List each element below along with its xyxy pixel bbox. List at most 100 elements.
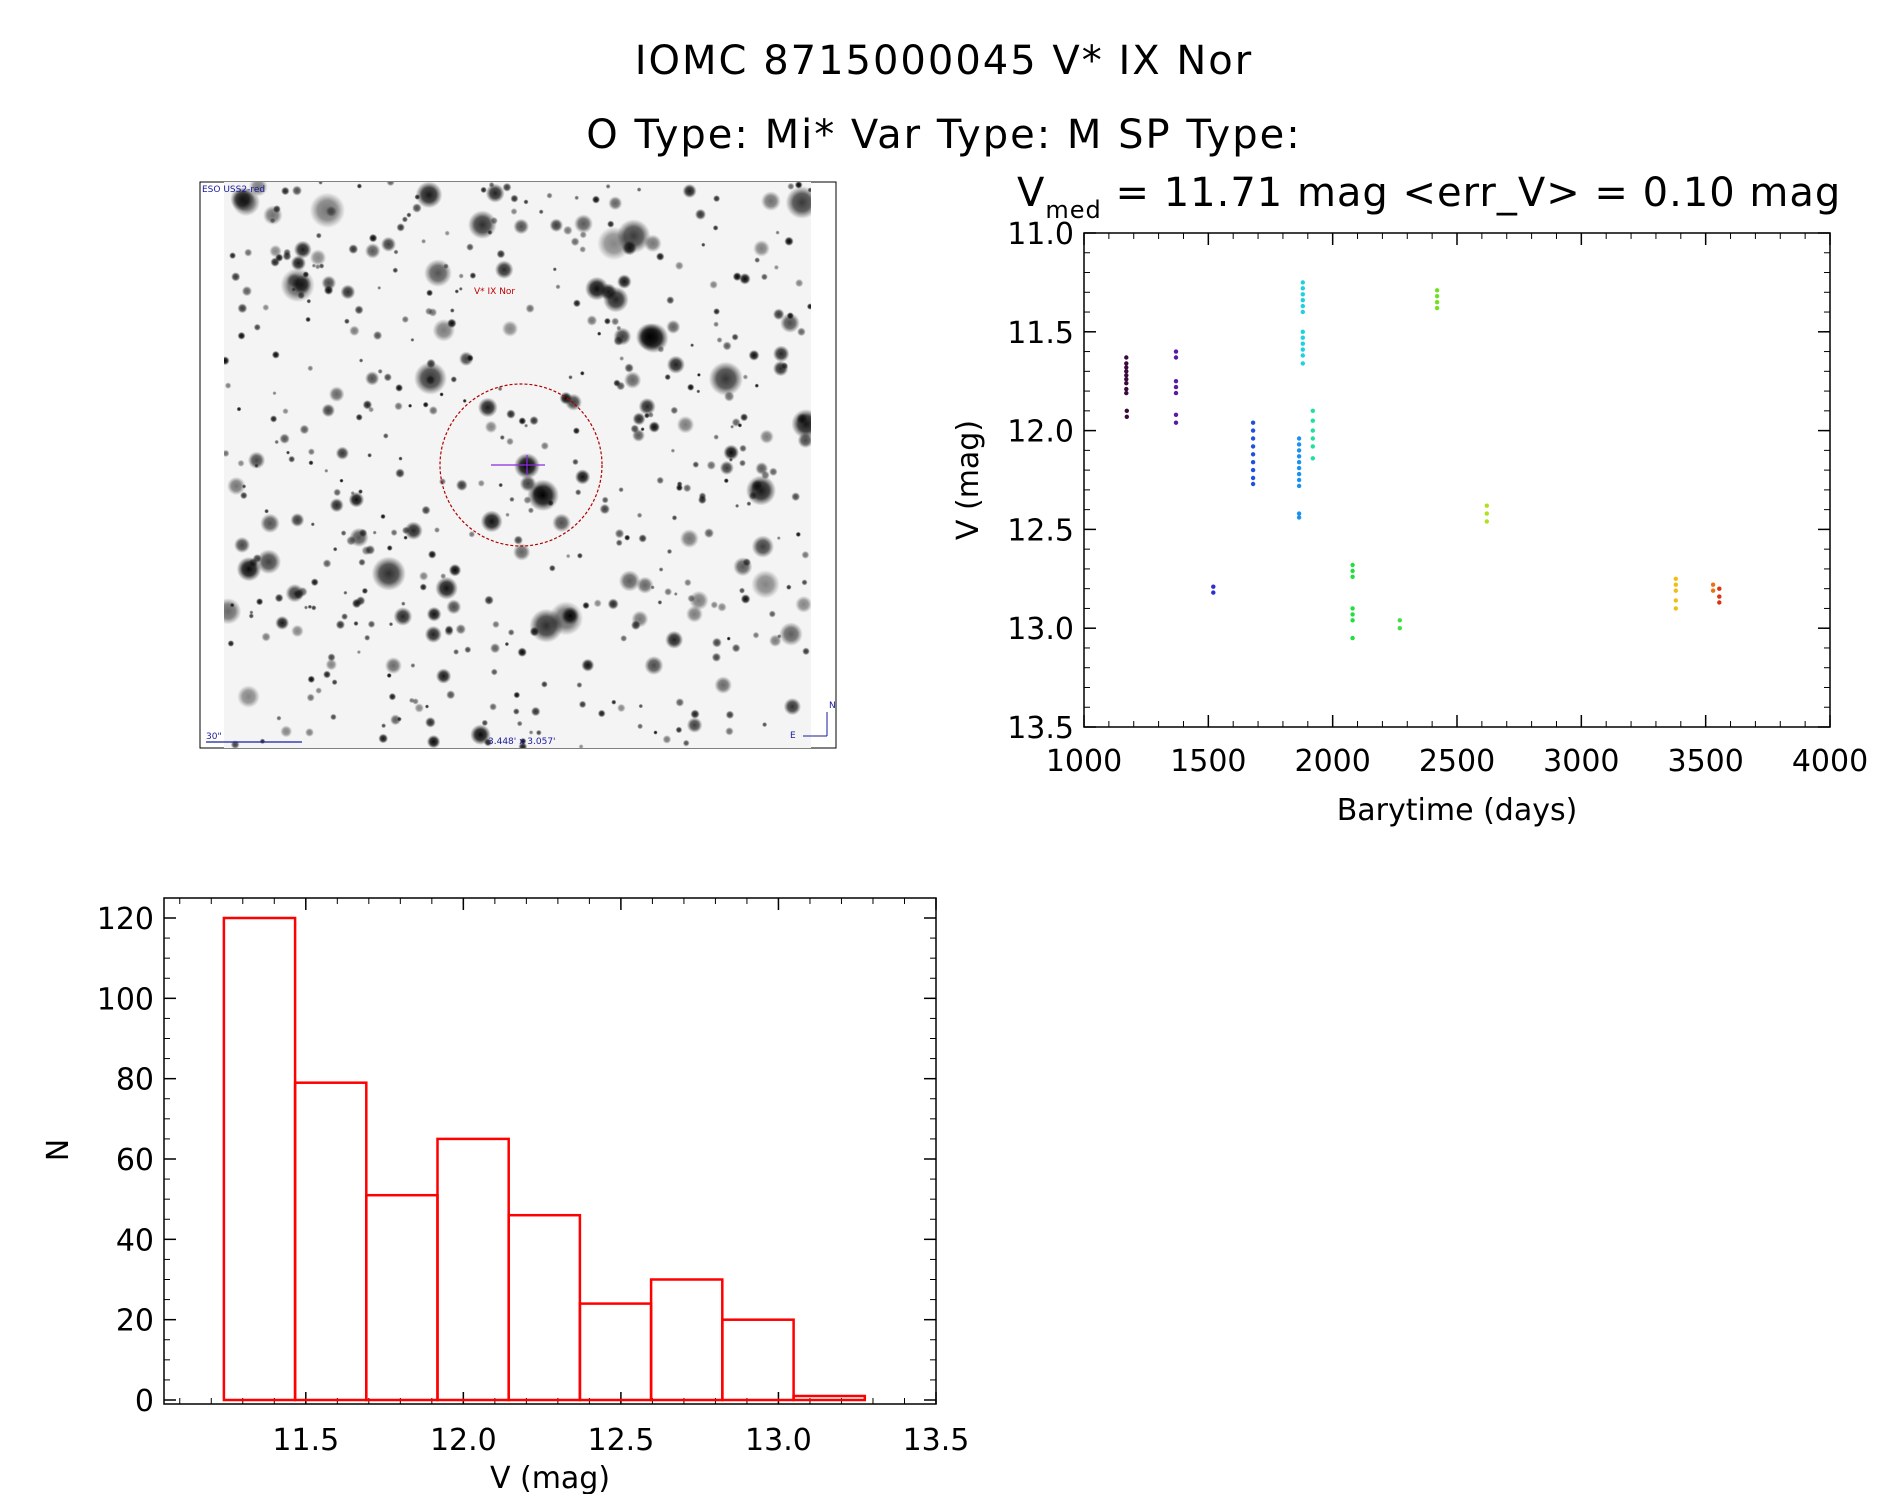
finder-survey-label: ESO USS2-red bbox=[202, 185, 265, 195]
finder-size-label: 3.448' x 3.057' bbox=[488, 737, 556, 747]
finder-star bbox=[244, 248, 253, 257]
finder-star bbox=[618, 487, 624, 493]
finder-star bbox=[796, 413, 809, 425]
histogram-bar bbox=[222, 916, 297, 1402]
lc-point bbox=[1250, 467, 1256, 473]
finder-star bbox=[679, 529, 699, 549]
finder-star bbox=[458, 273, 464, 279]
hist-ytick-label: 40 bbox=[116, 1223, 154, 1258]
finder-star bbox=[229, 602, 235, 608]
histogram-chart: 11.5 12.0 12.5 13.0 13.5 0 20 40 60 80 100 120 V (m… bbox=[41, 897, 970, 1494]
finder-star bbox=[751, 535, 775, 558]
finder-star bbox=[321, 403, 336, 418]
finder-star bbox=[308, 460, 314, 466]
finder-star bbox=[579, 370, 585, 376]
hist-ytick-label: 80 bbox=[116, 1063, 154, 1098]
lc-point bbox=[1250, 428, 1256, 433]
lc-point bbox=[1250, 444, 1256, 449]
lc-point bbox=[1296, 465, 1302, 471]
finder-star bbox=[505, 512, 510, 518]
finder-star bbox=[638, 703, 644, 709]
finder-star bbox=[687, 594, 696, 603]
finder-star bbox=[398, 456, 403, 461]
hist-xtick-label: 13.5 bbox=[903, 1423, 970, 1458]
finder-star bbox=[282, 408, 289, 415]
finder-star bbox=[269, 244, 282, 258]
light-curve-frame bbox=[1083, 232, 1831, 728]
finder-star bbox=[613, 327, 632, 346]
hist-xtick-label: 12.5 bbox=[587, 1423, 654, 1458]
finder-star bbox=[305, 727, 314, 737]
finder-star bbox=[546, 192, 553, 199]
finder-star bbox=[696, 372, 701, 377]
finder-star bbox=[618, 570, 641, 592]
finder-star bbox=[682, 739, 690, 747]
finder-star bbox=[581, 658, 595, 672]
finder-star bbox=[512, 708, 520, 715]
lc-point bbox=[1350, 606, 1355, 611]
finder-star bbox=[401, 216, 408, 223]
finder-star bbox=[323, 670, 331, 679]
finder-star bbox=[489, 702, 497, 711]
finder-star bbox=[801, 579, 808, 586]
finder-star bbox=[576, 552, 583, 559]
lc-point bbox=[1350, 562, 1355, 568]
finder-star bbox=[694, 208, 707, 220]
finder-star bbox=[248, 182, 268, 197]
light-curve-title-main: V bbox=[1017, 170, 1045, 216]
finder-star bbox=[784, 236, 794, 246]
finder-star bbox=[655, 252, 665, 261]
finder-star bbox=[421, 505, 431, 515]
histogram-ticks: 11.5 12.0 12.5 13.0 13.5 0 20 40 60 80 100 120 bbox=[97, 898, 970, 1458]
finder-star bbox=[776, 536, 781, 541]
finder-star bbox=[388, 692, 397, 701]
finder-star bbox=[229, 252, 237, 260]
hist-ytick-label: 0 bbox=[135, 1384, 154, 1419]
finder-star bbox=[801, 550, 810, 559]
finder-star bbox=[439, 478, 446, 486]
light-curve-title: Vmed = 11.71 mag <err_V> = 0.10 mag bbox=[1017, 170, 1841, 224]
finder-star bbox=[653, 730, 658, 735]
finder-star bbox=[648, 421, 661, 433]
lc-point bbox=[1673, 576, 1679, 581]
finder-star bbox=[390, 714, 401, 726]
lc-point bbox=[1673, 582, 1679, 587]
finder-star bbox=[356, 650, 361, 655]
finder-star bbox=[306, 693, 315, 702]
lc-ytick-label: 11.0 bbox=[1007, 217, 1074, 252]
finder-star bbox=[454, 289, 459, 294]
finder-star bbox=[555, 284, 561, 290]
finder-star bbox=[466, 243, 474, 252]
finder-star bbox=[367, 452, 372, 458]
finder-star bbox=[444, 230, 450, 236]
finder-star bbox=[617, 274, 632, 289]
finder-star bbox=[344, 318, 350, 325]
finder-star bbox=[675, 698, 685, 707]
lc-point bbox=[1710, 582, 1716, 587]
finder-star bbox=[728, 457, 734, 462]
finder-star bbox=[696, 389, 701, 394]
finder-star bbox=[674, 261, 684, 271]
finder-star bbox=[286, 450, 290, 455]
lc-point bbox=[1124, 369, 1129, 374]
lc-point bbox=[1434, 288, 1440, 293]
finder-star bbox=[310, 578, 319, 587]
finder-star bbox=[414, 703, 425, 713]
finder-star bbox=[597, 709, 606, 718]
light-curve-ticks: 1000 1500 2000 2500 3000 3500 4000 11.0 11.5 12.0… bbox=[1007, 217, 1868, 779]
finder-star bbox=[701, 242, 706, 247]
finder-star bbox=[523, 496, 532, 505]
lc-point bbox=[1350, 635, 1355, 641]
lc-point bbox=[1296, 477, 1302, 483]
finder-star bbox=[449, 308, 455, 313]
lc-point bbox=[1296, 460, 1302, 465]
finder-star bbox=[712, 225, 719, 231]
finder-star bbox=[224, 598, 242, 625]
finder-star bbox=[739, 273, 751, 285]
finder-star bbox=[427, 550, 437, 559]
histogram-bar bbox=[365, 1193, 439, 1402]
finder-star bbox=[393, 249, 399, 255]
finder-star bbox=[725, 727, 734, 736]
finder-star bbox=[662, 735, 672, 744]
finder-star bbox=[470, 724, 491, 745]
